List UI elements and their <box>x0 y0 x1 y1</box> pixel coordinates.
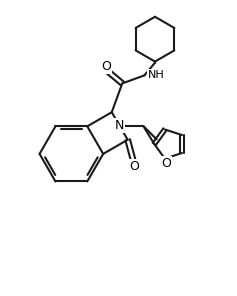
Text: O: O <box>129 160 139 173</box>
Text: NH: NH <box>148 70 165 81</box>
Text: O: O <box>161 157 171 170</box>
Text: N: N <box>115 120 124 133</box>
Text: O: O <box>101 60 111 73</box>
